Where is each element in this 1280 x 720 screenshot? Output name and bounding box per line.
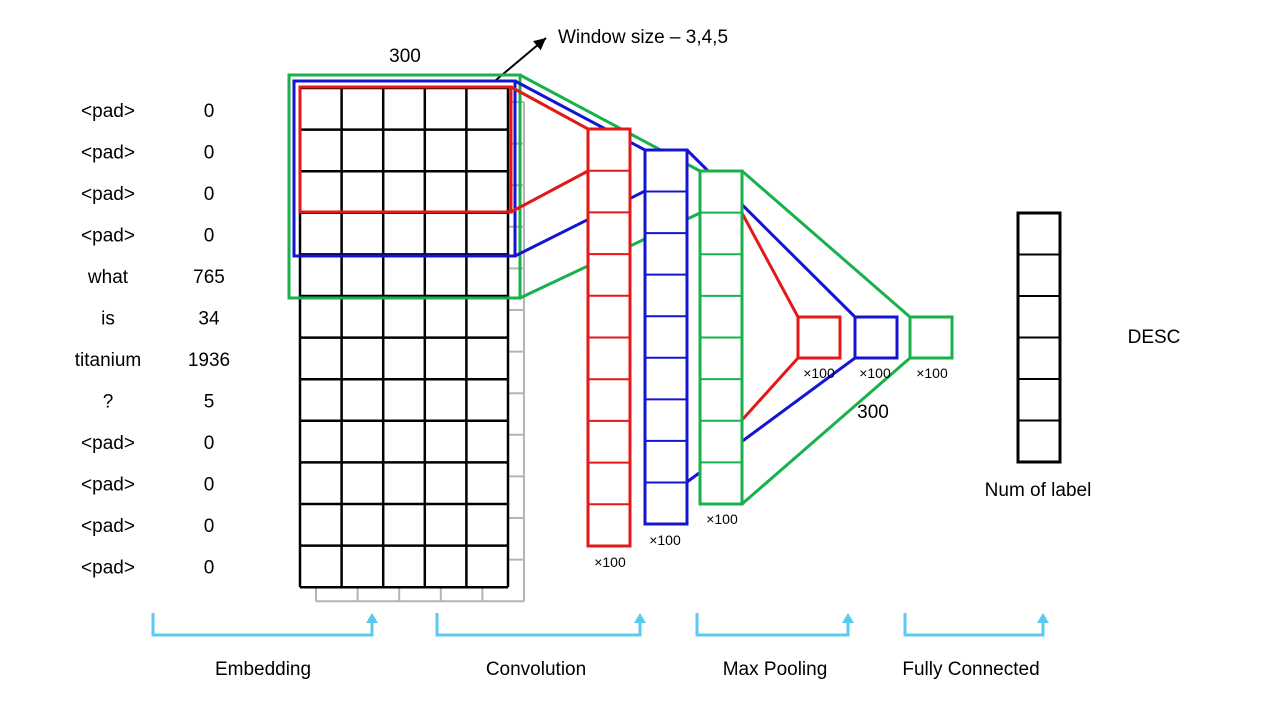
pool-3-connector-top (740, 212, 800, 318)
token-word: ? (103, 392, 114, 413)
embedding-matrix (298, 86, 510, 589)
convolution-feature-maps (586, 127, 744, 548)
stage-brackets: Embedding Convolution Max Pooling Fully Con… (151, 613, 1049, 680)
stage-bracket-max-pooling: Max Pooling (695, 613, 854, 680)
max-pooled-features (796, 315, 954, 360)
token-word: <pad> (81, 184, 135, 205)
token-id: 0 (204, 101, 215, 122)
window-size-label: Window size – 3,4,5 (558, 27, 728, 48)
convolution-windows: ×100 ×100 ×100 ×100 ×100 ×100 (287, 73, 948, 570)
class-label: DESC (1128, 327, 1181, 348)
window-4-box (292, 79, 517, 258)
feature-count-label: ×100 (803, 365, 835, 381)
feature-count-label: ×100 (649, 532, 681, 548)
token-word: <pad> (81, 101, 135, 122)
token-id: 765 (193, 267, 225, 288)
stage-bracket-fully-connected: Fully Connected (902, 613, 1049, 680)
token-id: 0 (204, 475, 215, 496)
output-label: Num of label (985, 480, 1092, 501)
pool-3-connector-bottom (740, 356, 800, 422)
stage-label: Max Pooling (723, 659, 828, 680)
token-id: 5 (204, 392, 215, 413)
bracket-arrowhead (366, 613, 378, 623)
token-id: 0 (204, 143, 215, 164)
window-3-connector-bottom (510, 169, 589, 214)
pool-5-connector-top (741, 169, 911, 319)
bracket-line (903, 613, 1045, 637)
token-word: <pad> (81, 226, 135, 247)
token-word: titanium (75, 350, 142, 371)
window-3-box (298, 85, 513, 214)
pooled-feature-window-3 (796, 315, 842, 360)
token-word: is (101, 309, 115, 330)
token-id: 0 (204, 558, 215, 579)
stage-label: Fully Connected (902, 659, 1039, 680)
feature-count-label: ×100 (594, 554, 626, 570)
token-id: 0 (204, 516, 215, 537)
window-arrow (495, 37, 547, 81)
token-word: <pad> (81, 558, 135, 579)
stage-label: Embedding (215, 659, 311, 680)
token-id: 0 (204, 433, 215, 454)
token-id: 34 (198, 309, 220, 330)
pool-5-connector-bottom (741, 356, 911, 506)
feature-count-label: ×100 (706, 511, 738, 527)
bracket-line (695, 613, 850, 637)
feature-map-window-4 (643, 148, 689, 526)
token-id: 0 (204, 184, 215, 205)
token-id: 0 (204, 226, 215, 247)
pooled-feature-window-5 (908, 315, 954, 360)
feature-count-label: ×100 (859, 365, 891, 381)
embedding-dim-label: 300 (389, 46, 421, 67)
window-5-box (287, 73, 522, 300)
token-id: 1936 (188, 350, 230, 371)
token-word: what (87, 267, 129, 288)
token-list: <pad> 0 <pad> 0 <pad> 0 <pad> 0 what 765 is 34 titan… (75, 101, 230, 579)
bracket-arrowhead (1037, 613, 1049, 623)
token-word: <pad> (81, 433, 135, 454)
pooled-feature-window-4 (853, 315, 899, 360)
bracket-line (435, 613, 642, 637)
concat-dim-label: 300 (857, 402, 889, 423)
feature-map-window-3 (586, 127, 632, 548)
window-3-connector-top (510, 85, 589, 131)
bracket-line (151, 613, 374, 637)
stage-label: Convolution (486, 659, 586, 680)
feature-count-label: ×100 (916, 365, 948, 381)
bracket-arrowhead (842, 613, 854, 623)
feature-map-window-5 (698, 169, 744, 506)
stage-bracket-embedding: Embedding (151, 613, 378, 680)
stage-bracket-convolution: Convolution (435, 613, 646, 680)
column-outline (643, 148, 689, 526)
bracket-arrowhead (634, 613, 646, 623)
token-word: <pad> (81, 475, 135, 496)
token-word: <pad> (81, 143, 135, 164)
token-word: <pad> (81, 516, 135, 537)
output-layer (1016, 211, 1062, 464)
